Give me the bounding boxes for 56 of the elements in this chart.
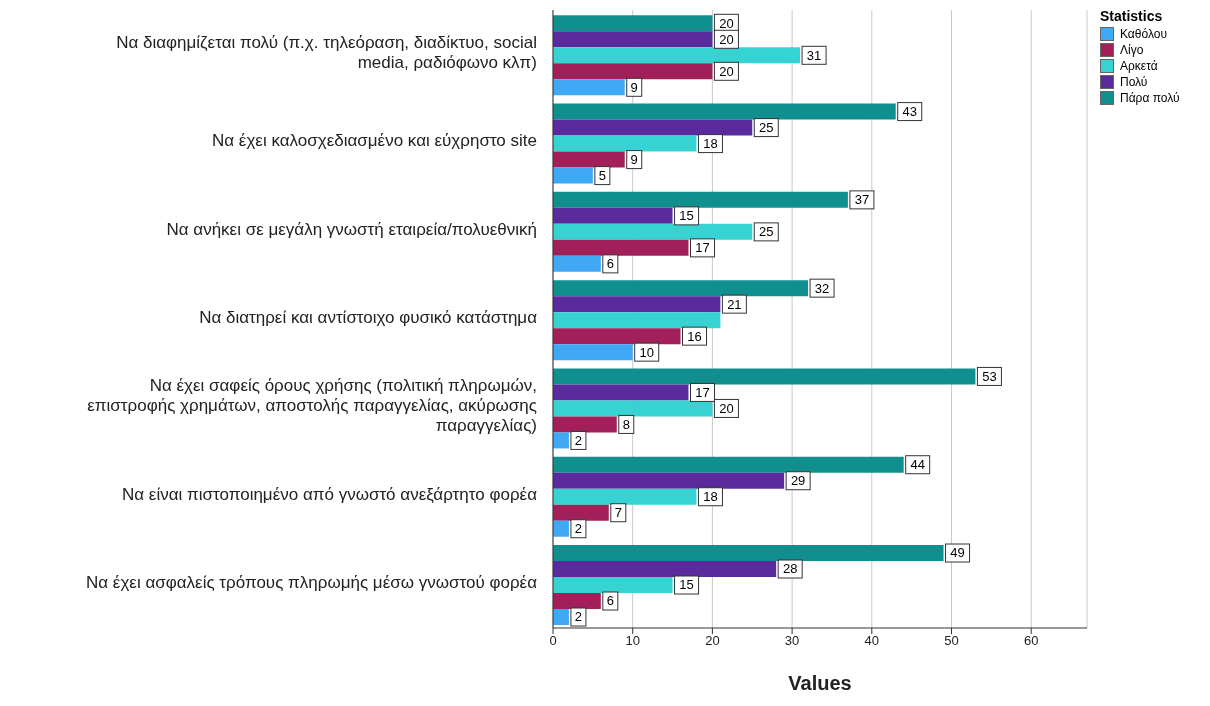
y-tick-label: Να διατηρεί και αντίστοιχο φυσικό κατάστημα xyxy=(199,308,538,328)
data-label: 44 xyxy=(910,457,925,473)
data-label: 20 xyxy=(719,400,734,416)
y-tick-label: Να έχει σαφείς όρους χρήσης (πολιτική πληρωμών, επιστροφής χρημάτων, αποστολής παραγγελίας, ακύρωσης παραγγελίας) xyxy=(87,376,537,436)
data-label: 31 xyxy=(806,47,822,63)
x-tick-label: 30 xyxy=(784,633,800,649)
y-tick-label: Να είναι πιστοποιημένο από γνωστό ανεξάρτητο φορέα xyxy=(121,485,538,505)
data-label: 20 xyxy=(719,15,734,31)
y-tick-label: Να έχει καλοσχεδιασμένο και εύχρηστο site xyxy=(212,131,537,151)
data-label: 2 xyxy=(574,609,583,625)
legend-label: Λίγο xyxy=(1120,43,1144,57)
data-label: 20 xyxy=(719,31,734,47)
data-label: 18 xyxy=(703,136,718,152)
data-label: 17 xyxy=(695,384,710,400)
data-label: 2 xyxy=(574,432,583,448)
legend-label: Καθόλου xyxy=(1120,27,1167,41)
data-label: 15 xyxy=(679,208,694,224)
y-tick-label: Να έχει ασφαλείς τρόπους πληρωμής μέσω γνωστού φορέα xyxy=(85,573,538,593)
data-label: 5 xyxy=(598,168,606,184)
data-label: 17 xyxy=(695,240,710,256)
data-label: 53 xyxy=(982,368,997,384)
data-label: 10 xyxy=(639,344,654,360)
data-label: 6 xyxy=(606,256,614,272)
x-tick-label: 10 xyxy=(625,633,640,649)
x-tick-label: 40 xyxy=(864,633,880,649)
data-label: 8 xyxy=(622,416,630,432)
x-tick-label: 0 xyxy=(549,633,557,649)
data-label: 18 xyxy=(703,489,718,505)
data-label: 25 xyxy=(759,120,774,136)
data-label: 25 xyxy=(759,224,774,240)
x-tick-label: 50 xyxy=(944,633,959,649)
data-label: 43 xyxy=(902,104,917,120)
data-label: 9 xyxy=(630,152,638,168)
y-tick-label: Να διαφημίζεται πολύ (π.χ. τηλεόραση, διαδίκτυο, social media, ραδιόφωνο κλπ) xyxy=(116,33,537,73)
legend-label: Πάρα πολύ xyxy=(1120,91,1180,105)
data-label: 9 xyxy=(630,79,638,95)
legend-title: Statistics xyxy=(1100,8,1164,24)
y-tick-label: Να ανήκει σε μεγάλη γνωστή εταιρεία/πολυεθνική xyxy=(166,220,537,240)
data-label: 16 xyxy=(687,328,702,344)
data-label: 7 xyxy=(614,505,622,521)
data-label: 21 xyxy=(727,296,742,312)
data-label: 15 xyxy=(679,577,694,593)
data-label: 2 xyxy=(574,521,583,537)
x-tick-label: 60 xyxy=(1023,633,1039,649)
x-tick-label: 20 xyxy=(705,633,720,649)
x-axis-title: Values xyxy=(788,672,852,694)
data-label: 29 xyxy=(790,473,806,489)
data-label: 6 xyxy=(606,593,614,609)
bar xyxy=(553,312,721,329)
data-label: 32 xyxy=(814,280,830,296)
data-label: 49 xyxy=(950,545,965,561)
legend-label: Αρκετά xyxy=(1120,59,1158,73)
data-label: 28 xyxy=(782,561,798,577)
data-label: 37 xyxy=(854,192,870,208)
legend-label: Πολύ xyxy=(1120,75,1148,89)
data-label: 20 xyxy=(719,63,734,79)
